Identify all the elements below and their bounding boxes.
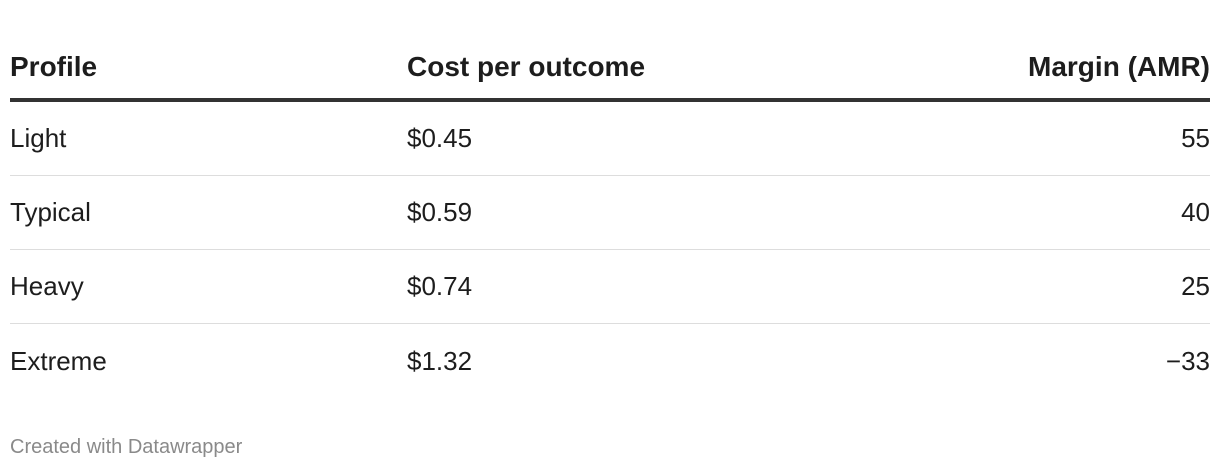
table-cell: 40 [1181,197,1210,227]
credit: Created with Datawrapper [10,436,243,458]
table-cell: $0.74 [407,271,473,301]
table-cell: −33 [1165,345,1210,376]
table-cell: Heavy [10,271,84,301]
header-cell: Margin (AMR) [1028,51,1210,82]
table-row: Heavy $0.74 25 [10,250,1210,324]
table-body: Light $0.45 55 Typical $0.59 40 Heavy $0.74 25 Ex… [10,102,1210,398]
table: Profile Cost per outcome Margin (AMR) Li… [10,40,1210,398]
table-cell: $0.59 [407,197,473,227]
header-cell: Profile [10,51,98,82]
table-row: Light $0.45 55 [10,102,1210,176]
table-cell: Typical [10,197,91,227]
header-row: Profile Cost per outcome Margin (AMR) [10,40,1210,102]
header-cell: Cost per outcome [407,51,646,82]
table-cell: 25 [1181,271,1210,301]
table-cell: $0.45 [407,123,473,153]
table-cell: Extreme [10,345,107,376]
table-cell: $1.32 [407,345,473,376]
table-row: Typical $0.59 40 [10,176,1210,250]
table-row: Extreme $1.32 −33 [10,324,1210,398]
table-cell: 55 [1181,123,1210,153]
table-cell: Light [10,123,67,153]
